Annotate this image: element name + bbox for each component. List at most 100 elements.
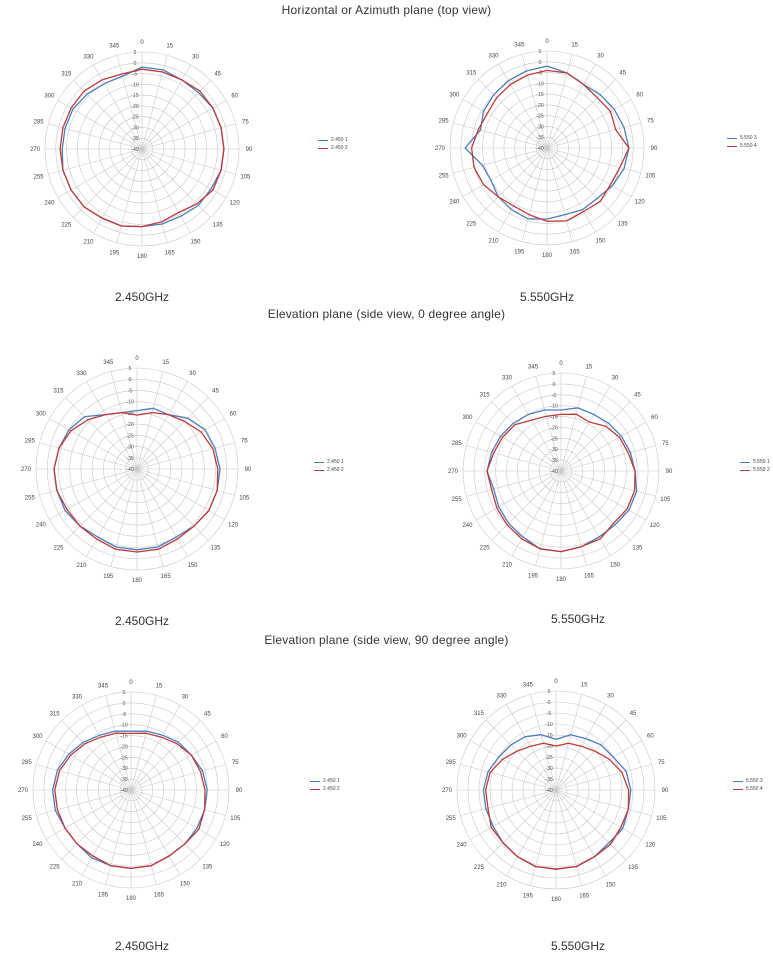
angle-label: 240 [44,201,55,207]
angle-label: 0 [554,679,558,685]
angle-label: 60 [231,94,238,100]
series-line-red [53,411,219,553]
angle-label: 90 [651,146,658,152]
angle-label: 195 [109,250,120,256]
ring-label: -30 [126,445,134,451]
grid-spoke [49,418,138,470]
angle-label: 0 [135,356,139,362]
grid-spoke [130,789,217,840]
legend-label: 2.450 2 [331,145,348,151]
angle-label: 345 [109,44,120,50]
freq-label-3: 2.450GHz [114,614,170,628]
angle-label: 210 [83,240,94,246]
grid-spoke [453,122,548,149]
angle-label: 285 [25,438,36,444]
angle-label: 15 [581,683,588,689]
angle-label: 180 [551,897,562,903]
grid-spoke [141,100,227,150]
freq-label-1: 2.450GHz [114,290,170,304]
ring-label: -25 [126,433,134,439]
grid-spoke [93,148,143,234]
grid-spoke [105,695,132,791]
ring-label: -25 [120,755,128,761]
angle-label: 90 [662,788,669,794]
ring-label: -10 [550,404,558,410]
grid-spoke [530,694,557,791]
ring-label: -10 [126,400,134,406]
ring-label: -25 [536,114,544,120]
grid-spoke [521,147,548,242]
ring-label: -35 [120,777,128,783]
angle-label: 60 [647,734,654,740]
series-line-red [484,742,630,870]
grid-spoke [130,789,157,885]
angle-label: 225 [480,545,491,551]
freq-label-2: 5.550GHz [519,290,575,304]
angle-label: 285 [439,118,450,124]
legend-3: 2.450 1 2.450 2 [314,458,344,474]
ring-label: -5 [538,71,543,77]
angle-label: 150 [605,882,616,888]
angle-label: 240 [36,523,47,529]
ring-label: -20 [131,104,139,110]
ring-label: -5 [128,388,133,394]
grid-spoke [136,468,235,496]
ring-label: 5 [539,49,542,55]
grid-spoke [130,720,201,791]
angle-label: 135 [202,864,213,870]
grid-spoke [560,401,631,472]
grid-spoke [478,79,548,149]
angle-label: 300 [44,94,55,100]
angle-label: 285 [446,760,457,766]
angle-label: 255 [452,497,463,503]
ring-label: -40 [550,469,558,475]
angle-label: 15 [166,44,173,50]
angle-label: 120 [230,201,241,207]
grid-spoke [86,468,138,557]
grid-spoke [130,740,217,791]
ring-label: -5 [122,712,127,718]
angle-label: 15 [571,43,578,49]
legend-swatch-blue [727,137,737,139]
grid-spoke [110,468,138,567]
legend-label: 5.550 2 [753,467,770,473]
legend-6: 5.550 3 5.550 4 [733,777,763,793]
ring-label: -40 [120,788,128,794]
grid-spoke [555,789,582,886]
grid-spoke [39,442,138,470]
legend-label: 2.450 1 [331,137,348,143]
grid-spoke [498,63,548,149]
angle-label: 30 [597,53,604,59]
grid-spoke [105,789,132,885]
grid-spoke [555,789,627,861]
legend-swatch-red [727,145,737,147]
ring-label: -20 [536,103,544,109]
grid-spoke [110,371,138,470]
ring-label: -20 [545,744,553,750]
angle-label: 30 [612,375,619,381]
ring-label: -5 [552,393,557,399]
grid-spoke [136,418,225,470]
grid-spoke [560,470,656,497]
legend-swatch-blue [310,780,320,782]
angle-label: 150 [595,239,606,245]
angle-label: 330 [496,694,507,700]
legend-2: 5.550 3 5.550 4 [727,134,757,150]
series-line-blue [482,734,632,870]
angle-label: 270 [435,146,446,152]
angle-label: 150 [190,240,201,246]
series-line-red [486,413,636,553]
grid-spoke [116,148,143,243]
grid-spoke [485,789,557,861]
angle-label: 60 [636,93,643,99]
polar-chart-2: 0 15 30 45 60 75 90 105 120 135 150 165 180 195 210 225… [435,39,658,259]
angle-label: 45 [212,389,219,395]
angle-label: 255 [25,496,36,502]
grid-spoke [560,421,647,472]
angle-label: 0 [140,40,144,46]
grid-spoke [130,704,181,791]
grid-spoke [45,789,132,840]
angle-label: 300 [36,412,47,418]
grid-spoke [45,740,132,791]
angle-label: 300 [32,734,43,740]
